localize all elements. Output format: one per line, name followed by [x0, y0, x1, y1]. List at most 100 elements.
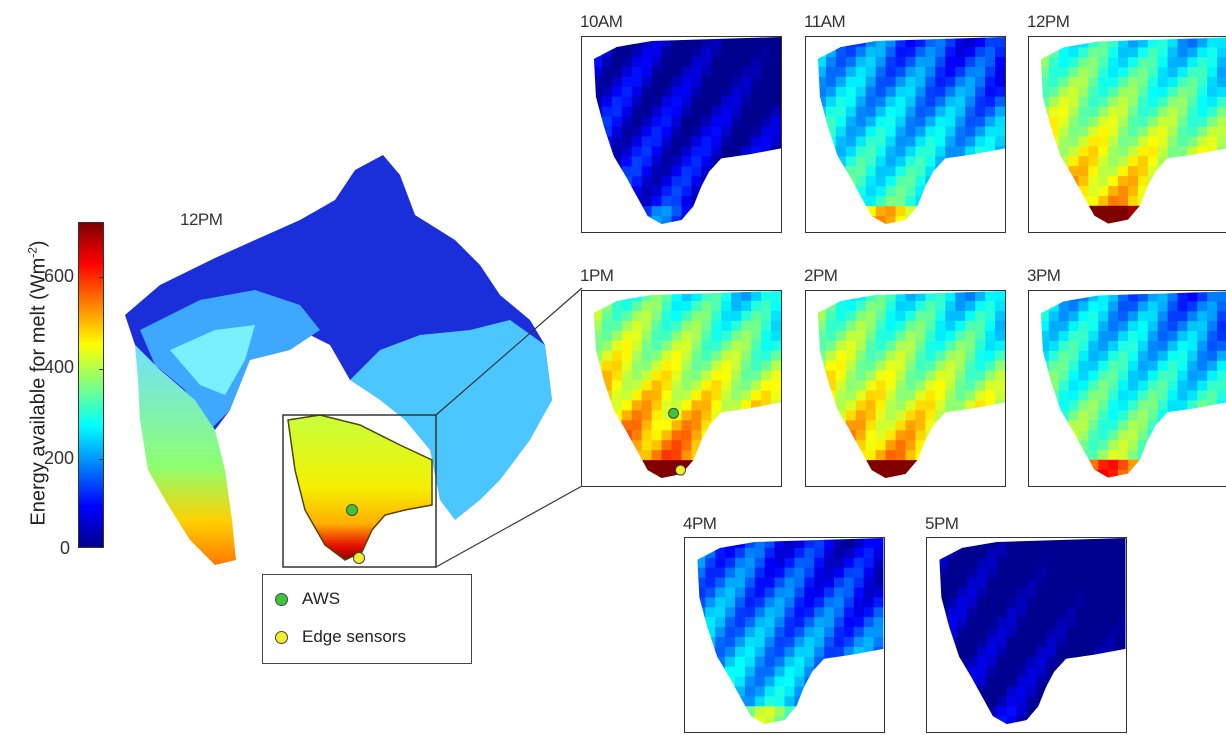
- energy-cell: [1137, 67, 1149, 78]
- energy-cell: [895, 310, 906, 322]
- energy-cell: [825, 106, 837, 118]
- energy-cell: [731, 430, 742, 441]
- energy-cell: [1177, 136, 1188, 147]
- energy-cell: [1115, 597, 1126, 608]
- energy-cell: [1128, 350, 1139, 362]
- energy-cell: [731, 176, 742, 187]
- energy-cell: [681, 300, 692, 312]
- energy-cell: [741, 330, 752, 342]
- energy-cell: [895, 66, 906, 78]
- energy-cell: [751, 390, 762, 401]
- energy-cell: [1085, 567, 1097, 579]
- legend-label: AWS: [302, 589, 341, 608]
- energy-cell: [671, 430, 682, 441]
- energy-cell: [945, 186, 956, 197]
- energy-cell: [1056, 567, 1067, 579]
- energy-cell: [681, 291, 692, 302]
- energy-cell: [1046, 726, 1056, 732]
- energy-cell: [1068, 96, 1079, 108]
- glacier-left-tongue: [135, 345, 236, 565]
- energy-cell: [995, 310, 1005, 322]
- energy-cell: [955, 186, 966, 197]
- energy-cell: [995, 420, 1005, 431]
- energy-cell: [661, 310, 673, 322]
- energy-cell: [863, 607, 875, 618]
- energy-cell: [945, 360, 956, 372]
- energy-cell: [1217, 311, 1226, 322]
- energy-cell: [794, 706, 805, 717]
- energy-cell: [631, 350, 643, 362]
- energy-cell: [1197, 195, 1208, 207]
- energy-cell: [806, 77, 816, 87]
- energy-cell: [915, 470, 926, 479]
- energy-cell: [582, 301, 592, 311]
- energy-cell: [853, 587, 865, 598]
- energy-cell: [1197, 185, 1208, 197]
- energy-cell: [853, 686, 865, 697]
- energy-cell: [751, 480, 761, 486]
- energy-cell: [975, 390, 986, 401]
- energy-cell: [957, 597, 968, 608]
- energy-cell: [1056, 617, 1067, 628]
- energy-cell: [751, 46, 762, 58]
- energy-cell: [986, 666, 998, 678]
- energy-cell: [582, 216, 592, 226]
- energy-cell: [806, 321, 816, 331]
- energy-cell: [895, 450, 906, 461]
- energy-cell: [835, 440, 847, 451]
- energy-cell: [761, 106, 772, 118]
- energy-cell: [947, 597, 958, 608]
- energy-cell: [845, 37, 857, 48]
- energy-cell: [1187, 136, 1198, 147]
- energy-cell: [817, 420, 827, 431]
- energy-cell: [754, 696, 766, 707]
- energy-cell: [601, 340, 613, 352]
- energy-cell: [682, 226, 692, 232]
- energy-cell: [928, 696, 938, 706]
- energy-cell: [1108, 449, 1119, 461]
- energy-cell: [731, 360, 742, 372]
- energy-cell: [985, 300, 996, 312]
- energy-cell: [915, 96, 926, 108]
- energy-cell: [1068, 106, 1079, 118]
- energy-cell: [642, 226, 652, 232]
- energy-cell: [1098, 480, 1108, 486]
- energy-cell: [621, 450, 633, 461]
- energy-cell: [875, 310, 887, 322]
- energy-cell: [835, 430, 847, 441]
- energy-cell: [865, 146, 877, 157]
- energy-cell: [835, 340, 847, 352]
- energy-cell: [833, 597, 845, 608]
- energy-cell: [835, 350, 847, 362]
- energy-cell: [1048, 67, 1060, 78]
- energy-cell: [1095, 587, 1107, 598]
- energy-cell: [1157, 380, 1169, 391]
- energy-cell: [1075, 666, 1087, 678]
- energy-cell: [1118, 205, 1129, 217]
- energy-cell: [804, 538, 815, 549]
- energy-cell: [1056, 636, 1067, 648]
- energy-cell: [1006, 627, 1018, 638]
- energy-cell: [741, 106, 752, 118]
- energy-cell: [814, 686, 825, 697]
- energy-cell: [1040, 156, 1050, 167]
- energy-cell: [865, 196, 877, 207]
- energy-cell: [1137, 106, 1149, 118]
- energy-cell: [835, 146, 847, 157]
- energy-cell: [611, 186, 623, 197]
- energy-cell: [875, 126, 887, 137]
- energy-cell: [1036, 716, 1047, 725]
- energy-cell: [915, 330, 926, 342]
- energy-cell: [774, 627, 785, 638]
- energy-cell: [996, 607, 1008, 618]
- energy-cell: [681, 410, 692, 421]
- energy-cell: [855, 186, 867, 197]
- energy-cell: [601, 450, 613, 461]
- energy-cell: [1197, 205, 1208, 217]
- energy-cell: [1157, 340, 1169, 352]
- energy-cell: [1137, 321, 1149, 332]
- energy-cell: [686, 657, 696, 667]
- energy-cell: [995, 76, 1005, 88]
- energy-cell: [671, 166, 682, 177]
- energy-cell: [915, 460, 926, 471]
